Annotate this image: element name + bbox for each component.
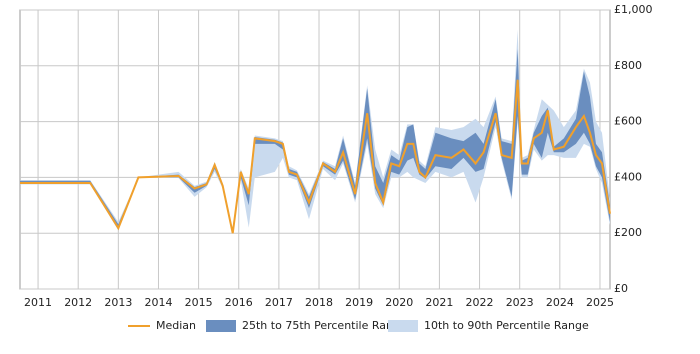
legend-swatch <box>206 320 236 332</box>
x-tick-label: 2023 <box>506 296 534 309</box>
y-tick-label: £200 <box>614 226 642 239</box>
x-tick-label: 2013 <box>104 296 132 309</box>
x-tick-label: 2011 <box>24 296 52 309</box>
x-tick-label: 2021 <box>425 296 453 309</box>
x-tick-label: 2024 <box>546 296 574 309</box>
legend-label: 25th to 75th Percentile Range <box>242 319 407 332</box>
y-tick-label: £1,000 <box>614 3 653 16</box>
x-tick-label: 2022 <box>466 296 494 309</box>
y-tick-label: £400 <box>614 170 642 183</box>
x-tick-label: 2018 <box>305 296 333 309</box>
x-tick-label: 2025 <box>586 296 614 309</box>
x-tick-label: 2019 <box>345 296 373 309</box>
y-tick-label: £800 <box>614 59 642 72</box>
legend-label: 10th to 90th Percentile Range <box>424 319 589 332</box>
x-tick-label: 2017 <box>265 296 293 309</box>
x-tick-label: 2016 <box>225 296 253 309</box>
x-tick-label: 2012 <box>64 296 92 309</box>
legend-label: Median <box>156 319 196 332</box>
x-tick-label: 2020 <box>385 296 413 309</box>
median-line <box>20 79 611 234</box>
x-tick-label: 2015 <box>185 296 213 309</box>
legend-swatch <box>388 320 418 332</box>
x-tick-label: 2014 <box>144 296 172 309</box>
y-tick-label: £0 <box>614 282 628 295</box>
y-tick-label: £600 <box>614 115 642 128</box>
